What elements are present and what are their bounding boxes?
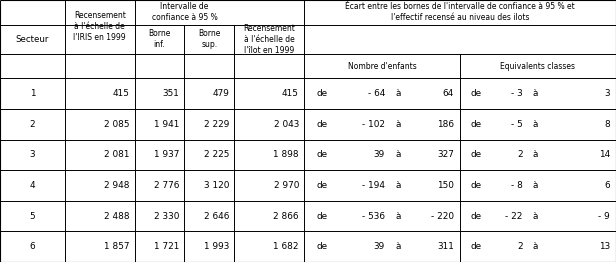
Text: - 102: - 102 xyxy=(362,120,385,129)
Text: à: à xyxy=(533,242,538,251)
Text: 1 898: 1 898 xyxy=(274,150,299,159)
Text: 186: 186 xyxy=(437,120,454,129)
Text: à: à xyxy=(533,212,538,221)
Text: 14: 14 xyxy=(599,150,610,159)
Text: 2 948: 2 948 xyxy=(104,181,130,190)
Text: à: à xyxy=(395,120,400,129)
Text: 1 941: 1 941 xyxy=(154,120,179,129)
Text: 39: 39 xyxy=(374,242,385,251)
Text: 4: 4 xyxy=(30,181,35,190)
Text: - 194: - 194 xyxy=(362,181,385,190)
Text: 351: 351 xyxy=(163,89,179,98)
Text: de: de xyxy=(470,181,481,190)
Text: 1 857: 1 857 xyxy=(104,242,130,251)
Text: 3 120: 3 120 xyxy=(204,181,229,190)
Text: à: à xyxy=(395,150,400,159)
Text: - 9: - 9 xyxy=(598,212,610,221)
Text: à: à xyxy=(533,150,538,159)
Text: de: de xyxy=(470,89,481,98)
Text: à: à xyxy=(395,242,400,251)
Text: de: de xyxy=(316,212,327,221)
Text: 479: 479 xyxy=(212,89,229,98)
Text: à: à xyxy=(395,181,400,190)
Text: - 64: - 64 xyxy=(368,89,385,98)
Text: 415: 415 xyxy=(113,89,130,98)
Text: 327: 327 xyxy=(437,150,454,159)
Text: 2: 2 xyxy=(30,120,35,129)
Text: 2 229: 2 229 xyxy=(204,120,229,129)
Text: 1 937: 1 937 xyxy=(154,150,179,159)
Text: 5: 5 xyxy=(30,212,35,221)
Text: 1 993: 1 993 xyxy=(204,242,229,251)
Text: à: à xyxy=(533,89,538,98)
Text: 2 970: 2 970 xyxy=(274,181,299,190)
Text: à: à xyxy=(533,181,538,190)
Text: 3: 3 xyxy=(30,150,35,159)
Text: Borne
inf.: Borne inf. xyxy=(148,29,171,49)
Text: - 3: - 3 xyxy=(511,89,523,98)
Text: 2 866: 2 866 xyxy=(274,212,299,221)
Text: 2 488: 2 488 xyxy=(104,212,130,221)
Text: 13: 13 xyxy=(599,242,610,251)
Text: de: de xyxy=(316,242,327,251)
Text: 3: 3 xyxy=(604,89,610,98)
Text: à: à xyxy=(533,120,538,129)
Text: 64: 64 xyxy=(443,89,454,98)
Text: Écart entre les bornes de l'intervalle de confiance à 95 % et
l'effectif recensé: Écart entre les bornes de l'intervalle d… xyxy=(345,2,575,23)
Text: de: de xyxy=(470,120,481,129)
Text: de: de xyxy=(316,120,327,129)
Text: Recensement
à l'échelle de
l'IRIS en 1999: Recensement à l'échelle de l'IRIS en 199… xyxy=(73,11,126,42)
Text: à: à xyxy=(395,212,400,221)
Text: 2 081: 2 081 xyxy=(104,150,130,159)
Text: - 536: - 536 xyxy=(362,212,385,221)
Text: de: de xyxy=(316,150,327,159)
Text: 415: 415 xyxy=(282,89,299,98)
Text: 150: 150 xyxy=(437,181,454,190)
Text: de: de xyxy=(470,212,481,221)
Text: 1: 1 xyxy=(30,89,35,98)
Text: Equivalents classes: Equivalents classes xyxy=(500,62,575,70)
Text: de: de xyxy=(470,150,481,159)
Text: - 22: - 22 xyxy=(505,212,523,221)
Text: 2 776: 2 776 xyxy=(154,181,179,190)
Text: - 5: - 5 xyxy=(511,120,523,129)
Text: Secteur: Secteur xyxy=(16,35,49,44)
Text: Borne
sup.: Borne sup. xyxy=(198,29,221,49)
Text: 1 721: 1 721 xyxy=(154,242,179,251)
Text: 2: 2 xyxy=(517,242,523,251)
Text: Intervalle de
confiance à 95 %: Intervalle de confiance à 95 % xyxy=(152,2,217,23)
Text: - 220: - 220 xyxy=(431,212,454,221)
Text: - 8: - 8 xyxy=(511,181,523,190)
Text: 8: 8 xyxy=(604,120,610,129)
Text: de: de xyxy=(316,89,327,98)
Text: 2 646: 2 646 xyxy=(204,212,229,221)
Text: Recensement
à l'échelle de
l'îlot en 1999: Recensement à l'échelle de l'îlot en 199… xyxy=(243,24,295,55)
Text: 2 043: 2 043 xyxy=(274,120,299,129)
Text: 2 225: 2 225 xyxy=(204,150,229,159)
Text: 1 682: 1 682 xyxy=(274,242,299,251)
Text: 39: 39 xyxy=(374,150,385,159)
Text: 2 330: 2 330 xyxy=(154,212,179,221)
Text: 2 085: 2 085 xyxy=(104,120,130,129)
Text: 6: 6 xyxy=(604,181,610,190)
Text: de: de xyxy=(470,242,481,251)
Text: 2: 2 xyxy=(517,150,523,159)
Text: Nombre d'enfants: Nombre d'enfants xyxy=(347,62,416,70)
Text: 311: 311 xyxy=(437,242,454,251)
Text: 6: 6 xyxy=(30,242,35,251)
Text: de: de xyxy=(316,181,327,190)
Text: à: à xyxy=(395,89,400,98)
